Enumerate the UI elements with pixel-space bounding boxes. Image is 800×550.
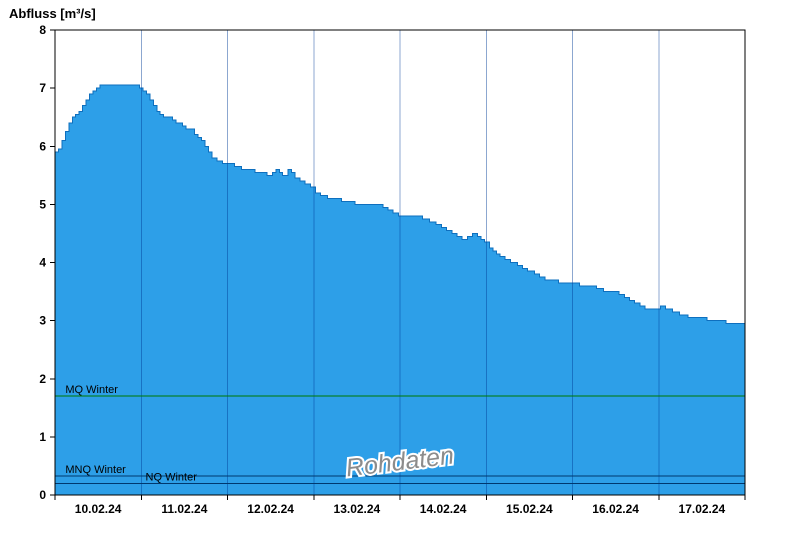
y-axis-tick-label: 8	[39, 23, 46, 37]
y-axis-tick-label: 1	[39, 430, 46, 444]
x-axis-day-label: 16.02.24	[592, 502, 639, 516]
x-axis-day-label: 17.02.24	[679, 502, 726, 516]
y-axis-tick-label: 4	[39, 256, 46, 270]
y-axis-tick-label: 0	[39, 488, 46, 502]
reference-label-mnq-winter: MNQ Winter	[65, 464, 126, 476]
x-axis-day-label: 15.02.24	[506, 502, 553, 516]
x-axis-day-label: 14.02.24	[420, 502, 467, 516]
y-axis-title: Abfluss [m³/s]	[9, 6, 96, 21]
y-axis-tick-label: 7	[39, 81, 46, 95]
reference-label-mq-winter: MQ Winter	[65, 384, 118, 396]
y-axis-tick-label: 2	[39, 372, 46, 386]
y-axis-tick-label: 5	[39, 197, 46, 211]
x-axis-day-label: 10.02.24	[75, 502, 122, 516]
x-axis-day-label: 12.02.24	[247, 502, 294, 516]
x-axis-day-label: 13.02.24	[334, 502, 381, 516]
x-axis-day-label: 11.02.24	[161, 502, 207, 516]
y-axis-tick-label: 6	[39, 139, 46, 153]
y-axis-tick-label: 3	[39, 314, 46, 328]
reference-label-nq-winter: NQ Winter	[146, 471, 198, 483]
discharge-step-line	[55, 84, 746, 327]
discharge-area-fill	[55, 85, 745, 495]
